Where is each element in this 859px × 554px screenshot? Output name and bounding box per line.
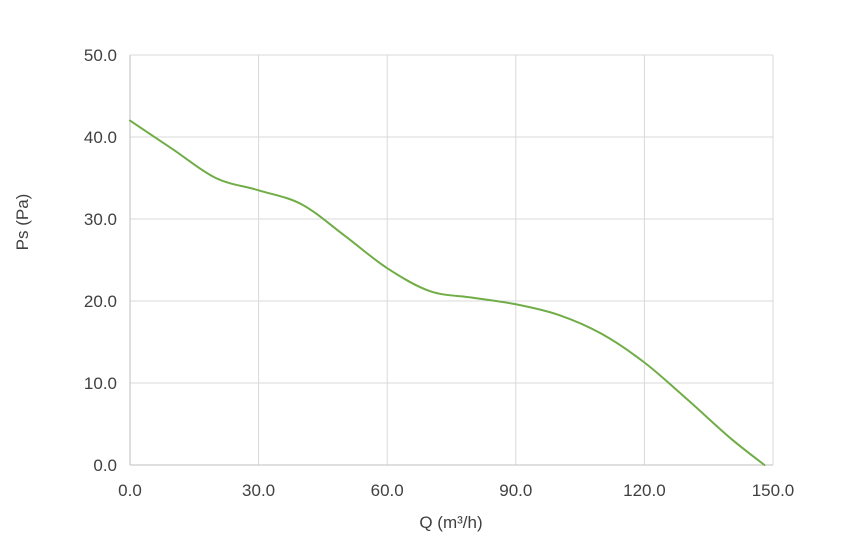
- y-tick-label: 30.0: [84, 210, 117, 229]
- y-tick-label: 10.0: [84, 374, 117, 393]
- x-axis-title: Q (m³/h): [419, 513, 482, 532]
- y-tick-label: 50.0: [84, 46, 117, 65]
- x-tick-labels: 0.0 30.0 60.0 90.0 120.0 150.0: [118, 481, 794, 500]
- y-tick-label: 0.0: [93, 456, 117, 475]
- y-axis-title: Ps (Pa): [13, 194, 32, 251]
- y-tick-label: 40.0: [84, 128, 117, 147]
- x-tick-label: 150.0: [752, 481, 795, 500]
- y-tick-label: 20.0: [84, 292, 117, 311]
- series-lines: [129, 119, 766, 466]
- series-line: [129, 119, 766, 466]
- x-tick-label: 30.0: [242, 481, 275, 500]
- x-tick-label: 90.0: [499, 481, 532, 500]
- x-tick-label: 60.0: [371, 481, 404, 500]
- x-tick-label: 120.0: [623, 481, 666, 500]
- axes: [129, 55, 773, 466]
- x-tick-label: 0.0: [118, 481, 142, 500]
- y-tick-labels: 0.0 10.0 20.0 30.0 40.0 50.0: [84, 46, 117, 475]
- gridlines: [130, 54, 774, 465]
